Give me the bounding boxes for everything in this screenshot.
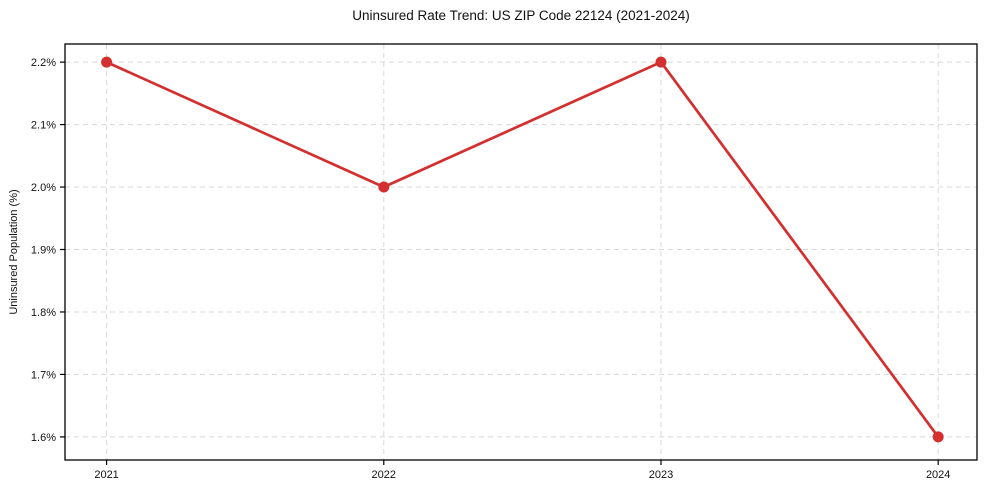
chart-title: Uninsured Rate Trend: US ZIP Code 22124 … [352,8,690,23]
gridlines [65,44,977,460]
data-point [378,181,390,193]
x-tick-label: 2022 [372,469,396,481]
axis-ticks [60,61,939,465]
x-tick-label: 2021 [94,469,118,481]
x-tick-label: 2023 [649,469,673,481]
y-tick-label: 1.8% [31,307,56,319]
y-tick-labels: 1.6% 1.7% 1.8% 1.9% 2.0% 2.1% 2.2% [31,57,56,444]
plot-border [64,43,978,461]
trend-line [105,60,940,439]
data-point [655,56,667,68]
y-tick-label: 2.1% [31,120,56,132]
x-tick-label: 2024 [926,469,950,481]
y-tick-label: 2.2% [31,57,56,69]
data-point [932,431,944,443]
y-tick-label: 2.0% [31,182,56,194]
data-point [101,56,113,68]
y-tick-label: 1.6% [31,432,56,444]
y-tick-label: 1.7% [31,369,56,381]
x-tick-labels: 2021 2022 2023 2024 [94,469,950,481]
y-tick-label: 1.9% [31,245,56,257]
